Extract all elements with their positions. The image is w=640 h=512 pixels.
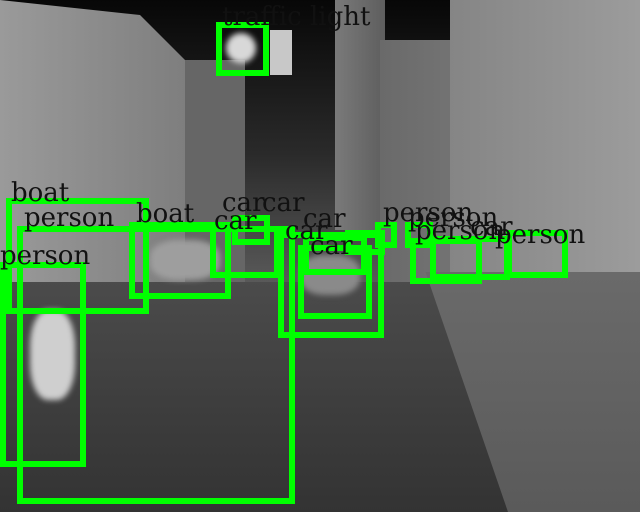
detection-box-person-r2 bbox=[405, 222, 433, 248]
detection-label: boat bbox=[11, 178, 70, 208]
detection-box-person-r4 bbox=[506, 230, 568, 278]
car-heat bbox=[150, 240, 220, 280]
detection-box-person-r1 bbox=[375, 222, 397, 248]
detection-label: car bbox=[310, 231, 353, 261]
detection-label: car bbox=[222, 188, 265, 218]
detection-box-car-1 bbox=[210, 226, 280, 278]
detection-label: car bbox=[214, 206, 257, 236]
detection-box-car-4 bbox=[298, 245, 372, 319]
tower-center bbox=[335, 0, 385, 230]
detection-label: car bbox=[262, 188, 305, 218]
traffic-light-glow bbox=[226, 33, 256, 63]
detection-box-car-2 bbox=[232, 215, 270, 245]
detection-box-person-left bbox=[0, 262, 86, 467]
detection-label: car bbox=[303, 204, 346, 234]
detection-label: person bbox=[0, 241, 91, 271]
car-heat-center bbox=[300, 255, 360, 295]
detection-label: person bbox=[495, 220, 586, 250]
detection-box-car-5 bbox=[303, 235, 367, 275]
detection-box-boat-left bbox=[6, 198, 149, 314]
detection-box-traffic-light bbox=[216, 22, 269, 76]
person-heat bbox=[30, 310, 75, 400]
detection-label: person bbox=[24, 203, 115, 233]
detection-label: person bbox=[383, 198, 474, 228]
detection-label: person bbox=[415, 216, 506, 246]
detection-label: traffic light bbox=[222, 2, 371, 32]
detection-box-boat-mid bbox=[129, 222, 231, 299]
sign-panel bbox=[270, 30, 292, 75]
detection-label: car bbox=[470, 212, 513, 242]
detection-label: boat bbox=[136, 199, 195, 229]
detection-label: person bbox=[408, 203, 499, 233]
detection-box-person-large bbox=[17, 226, 295, 504]
detection-label: car bbox=[285, 216, 328, 246]
